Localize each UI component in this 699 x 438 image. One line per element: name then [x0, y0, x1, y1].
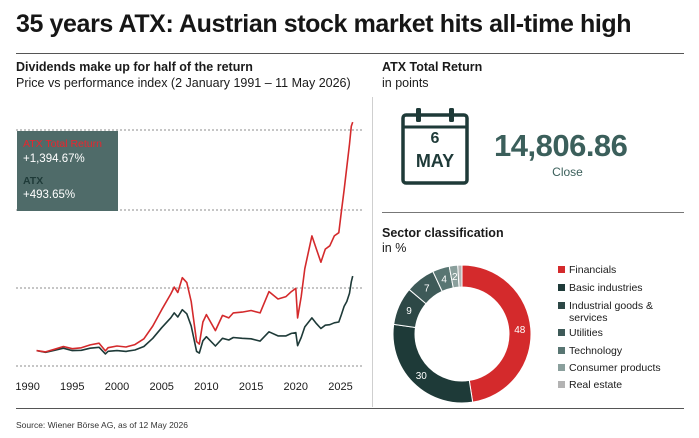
total-return-subtitle: in points: [382, 76, 429, 90]
line-chart-subtitle: Price vs performance index (2 January 19…: [16, 76, 351, 90]
donut-value-label-2: 9: [406, 306, 412, 317]
x-tick-label-1995: 1995: [60, 381, 84, 393]
legend-label: Utilities: [569, 327, 603, 339]
legend-swatch: [558, 302, 565, 309]
donut-slice-financials: [461, 264, 532, 403]
donut-slice-basic-industries: [392, 323, 474, 404]
legend-label: Industrial goods & services: [569, 300, 654, 324]
calendar-icon: [401, 108, 469, 185]
donut-labels: 48 30 9 74 2: [406, 272, 526, 382]
sector-legend-item: Basic industries: [558, 282, 643, 294]
donut-slice-real-estate: [457, 264, 463, 288]
top-rule: [16, 53, 684, 54]
legend-atx-value: +493.65%: [23, 189, 76, 201]
legend-total-return-label: ATX Total Return: [23, 138, 102, 150]
legend-swatch: [558, 364, 565, 371]
line-chart-x-ticks: 1990 1995 2000 2005 2010 2015 2020 2025: [15, 381, 352, 393]
close-value: 14,806.86: [494, 128, 628, 163]
series-line-atx: [36, 275, 354, 355]
source-note: Source: Wiener Börse AG, as of 12 May 20…: [16, 420, 188, 430]
series-line-atx-total-return: [36, 121, 354, 353]
legend-swatch: [558, 284, 565, 291]
sector-legend-item: Utilities: [558, 327, 603, 339]
x-tick-label-2015: 2015: [239, 381, 263, 393]
legend-label: Consumer products: [569, 362, 661, 374]
legend-swatch: [558, 347, 565, 354]
calendar-month: MAY: [415, 151, 455, 171]
legend-swatch: [558, 381, 565, 388]
x-tick-label-2025: 2025: [328, 381, 352, 393]
legend-swatch: [558, 266, 565, 273]
panel-divider: [372, 97, 373, 407]
line-chart-series: [36, 121, 354, 355]
donut-value-label-5: 2: [452, 272, 458, 283]
x-tick-label-2000: 2000: [105, 381, 129, 393]
donut-value-label-3: 7: [424, 283, 430, 294]
donut-value-label-0: 48: [514, 325, 526, 336]
x-tick-label-2020: 2020: [284, 381, 308, 393]
sector-title: Sector classification: [382, 226, 504, 240]
legend-swatch: [558, 329, 565, 336]
calendar-day: 6: [430, 130, 440, 147]
x-tick-label-2005: 2005: [149, 381, 173, 393]
legend-label: Technology: [569, 345, 623, 357]
legend-label: Financials: [569, 264, 617, 276]
sector-legend-item: Technology: [558, 345, 623, 357]
sector-legend-item: Financials: [558, 264, 617, 276]
x-tick-label-1990: 1990: [15, 381, 39, 393]
sector-legend-item: Industrial goods & services: [558, 300, 665, 324]
bottom-rule: [16, 408, 684, 409]
line-chart-legend-box: [17, 131, 118, 211]
page-title: 35 years ATX: Austrian stock market hits…: [16, 10, 632, 38]
legend-label: Basic industries: [569, 282, 643, 294]
donut-value-label-4: 4: [441, 274, 447, 285]
line-chart-title: Dividends make up for half of the return: [16, 60, 253, 74]
sector-legend-item: Consumer products: [558, 362, 661, 374]
x-tick-label-2010: 2010: [194, 381, 218, 393]
legend-total-return-value: +1,394.67%: [23, 153, 85, 165]
legend-atx-label: ATX: [23, 175, 44, 187]
total-return-title: ATX Total Return: [382, 60, 483, 74]
sector-legend-item: Real estate: [558, 379, 623, 391]
close-label: Close: [552, 165, 583, 179]
sector-subtitle: in %: [382, 241, 407, 255]
right-panel-separator: [382, 212, 684, 213]
donut-slices: [392, 264, 532, 404]
donut-value-label-1: 30: [416, 371, 428, 382]
legend-label: Real estate: [569, 379, 623, 391]
